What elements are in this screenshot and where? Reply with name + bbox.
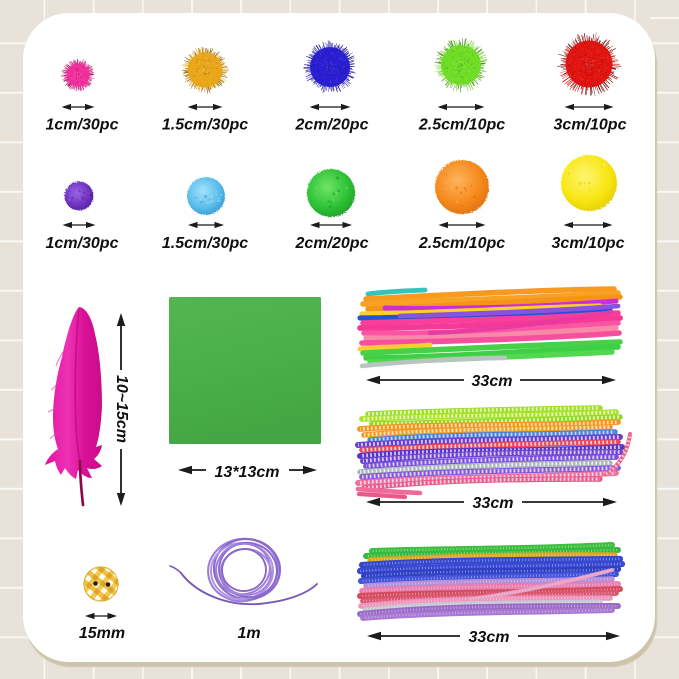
svg-text:1cm/30pc: 1cm/30pc — [46, 235, 119, 252]
svg-text:2cm/20pc: 2cm/20pc — [295, 235, 369, 252]
svg-text:13*13cm: 13*13cm — [215, 464, 280, 481]
svg-text:33cm: 33cm — [472, 373, 513, 390]
svg-text:3cm/10pc: 3cm/10pc — [554, 117, 627, 134]
svg-text:33cm: 33cm — [473, 495, 514, 512]
svg-text:1cm/30pc: 1cm/30pc — [46, 117, 119, 134]
svg-text:2.5cm/10pc: 2.5cm/10pc — [418, 117, 505, 134]
svg-text:15mm: 15mm — [79, 625, 125, 642]
svg-text:1m: 1m — [237, 625, 260, 642]
svg-text:33cm: 33cm — [469, 629, 510, 646]
svg-text:1.5cm/30pc: 1.5cm/30pc — [162, 235, 248, 252]
svg-text:2.5cm/10pc: 2.5cm/10pc — [418, 235, 505, 252]
svg-text:10~15cm: 10~15cm — [113, 375, 130, 443]
svg-text:2cm/20pc: 2cm/20pc — [295, 117, 369, 134]
svg-text:3cm/10pc: 3cm/10pc — [552, 235, 625, 252]
svg-text:1.5cm/30pc: 1.5cm/30pc — [162, 117, 248, 134]
